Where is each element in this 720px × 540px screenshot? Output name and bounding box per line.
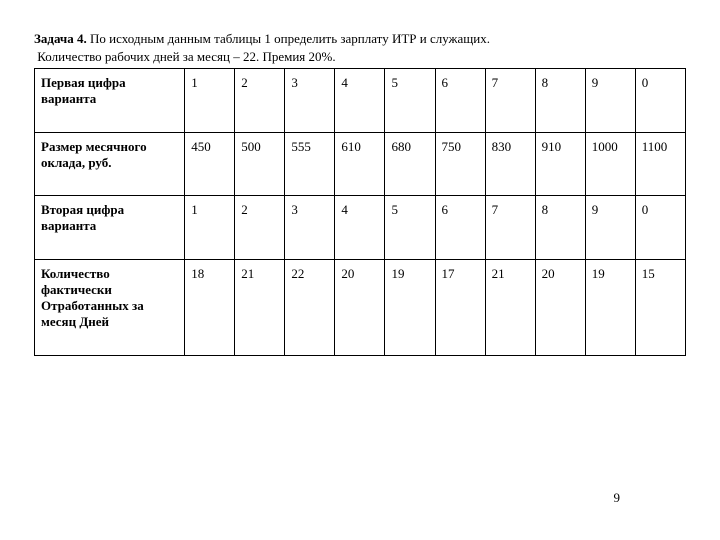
table-cell: 5 (385, 69, 435, 133)
table-cell: 17 (435, 259, 485, 355)
table-cell: 4 (335, 69, 385, 133)
table-cell: 6 (435, 69, 485, 133)
problem-text: По исходным данным таблицы 1 определить … (90, 31, 490, 46)
table-cell: 0 (635, 196, 685, 260)
problem-subtext: Количество рабочих дней за месяц – 22. П… (34, 49, 336, 64)
row-label: Первая цифра варианта (35, 69, 185, 133)
table-row: Размер месячного оклада, руб.45050055561… (35, 132, 686, 196)
table-cell: 20 (535, 259, 585, 355)
table-row: Первая цифра варианта1234567890 (35, 69, 686, 133)
page-number: 9 (614, 490, 621, 506)
table-cell: 680 (385, 132, 435, 196)
table-cell: 3 (285, 69, 335, 133)
table-cell: 18 (185, 259, 235, 355)
table-cell: 19 (585, 259, 635, 355)
table-cell: 910 (535, 132, 585, 196)
table-row: Количество фактически Отработанных за ме… (35, 259, 686, 355)
table-cell: 5 (385, 196, 435, 260)
table-cell: 19 (385, 259, 435, 355)
table-cell: 450 (185, 132, 235, 196)
table-cell: 22 (285, 259, 335, 355)
row-label: Размер месячного оклада, руб. (35, 132, 185, 196)
table-cell: 555 (285, 132, 335, 196)
data-table: Первая цифра варианта1234567890Размер ме… (34, 68, 686, 356)
table-cell: 8 (535, 69, 585, 133)
table-cell: 2 (235, 196, 285, 260)
table-cell: 2 (235, 69, 285, 133)
problem-label: Задача 4. (34, 31, 87, 46)
page: Задача 4. По исходным данным таблицы 1 о… (0, 0, 720, 540)
table-cell: 8 (535, 196, 585, 260)
table-cell: 9 (585, 69, 635, 133)
table-cell: 0 (635, 69, 685, 133)
table-cell: 9 (585, 196, 635, 260)
table-cell: 7 (485, 196, 535, 260)
table-cell: 15 (635, 259, 685, 355)
table-cell: 21 (485, 259, 535, 355)
table-cell: 1000 (585, 132, 635, 196)
table-cell: 1100 (635, 132, 685, 196)
table-cell: 500 (235, 132, 285, 196)
table-cell: 610 (335, 132, 385, 196)
table-cell: 750 (435, 132, 485, 196)
table-cell: 21 (235, 259, 285, 355)
table-cell: 7 (485, 69, 535, 133)
table-cell: 1 (185, 69, 235, 133)
table-cell: 1 (185, 196, 235, 260)
problem-statement: Задача 4. По исходным данным таблицы 1 о… (34, 30, 686, 65)
table-body: Первая цифра варианта1234567890Размер ме… (35, 69, 686, 356)
table-cell: 830 (485, 132, 535, 196)
row-label: Вторая цифра варианта (35, 196, 185, 260)
table-cell: 6 (435, 196, 485, 260)
table-cell: 4 (335, 196, 385, 260)
row-label: Количество фактически Отработанных за ме… (35, 259, 185, 355)
table-row: Вторая цифра варианта1234567890 (35, 196, 686, 260)
table-cell: 3 (285, 196, 335, 260)
table-cell: 20 (335, 259, 385, 355)
